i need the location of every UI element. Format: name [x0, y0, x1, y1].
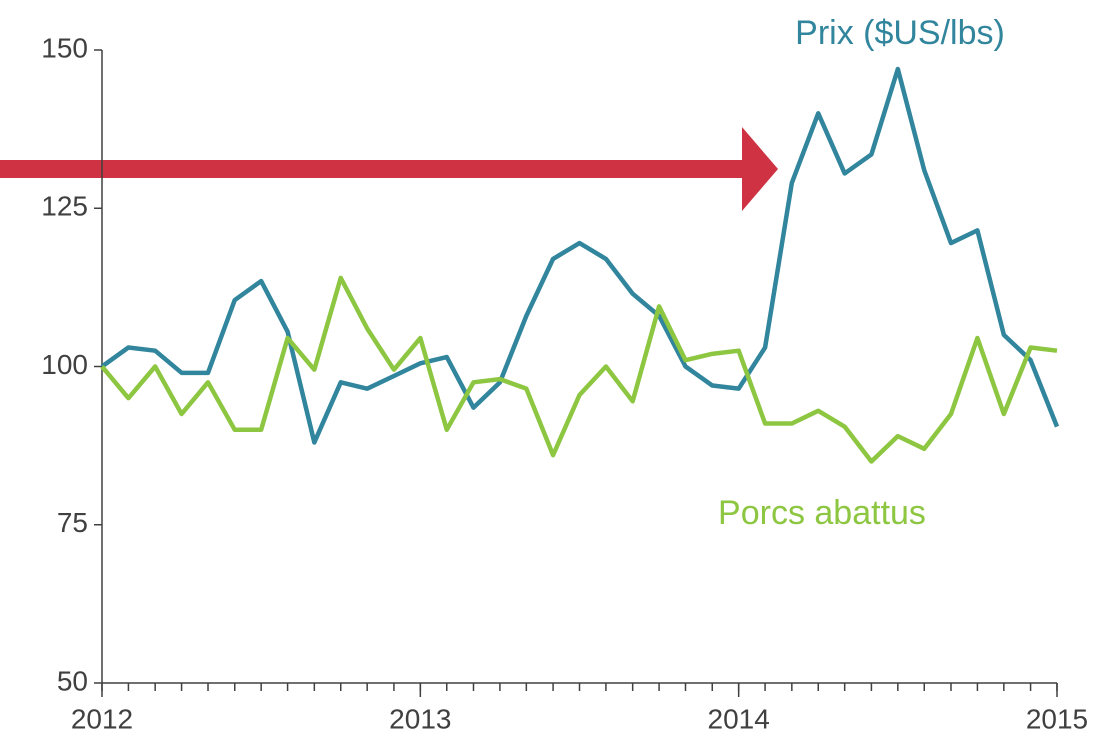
y-tick-label: 75: [57, 507, 88, 538]
series-label: Porcs abattus: [718, 494, 926, 532]
arrow-head: [742, 127, 778, 211]
y-tick-label: 150: [41, 32, 88, 63]
series-line: [100, 66, 1060, 445]
y-tick-label: 125: [41, 191, 88, 222]
x-tick-label: 2015: [1026, 703, 1088, 734]
series-line: [100, 275, 1058, 464]
x-tick-label: 2012: [71, 703, 133, 734]
y-tick-label: 50: [57, 665, 88, 696]
series-label: Prix ($US/lbs): [795, 14, 1005, 52]
x-tick-label: 2014: [708, 703, 770, 734]
arrow: [0, 127, 778, 211]
y-tick-label: 100: [41, 349, 88, 380]
arrow-shaft: [0, 160, 744, 178]
x-tick-label: 2013: [389, 703, 451, 734]
